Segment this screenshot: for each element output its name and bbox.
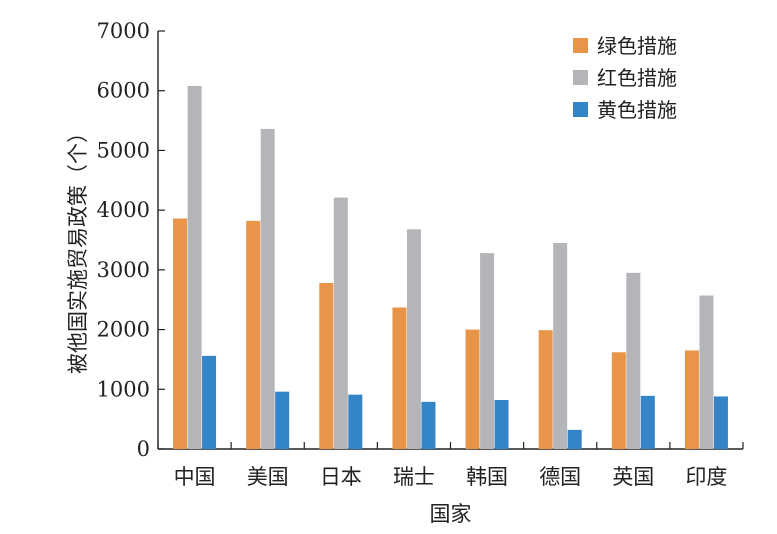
x-tick-label: 瑞士	[393, 465, 435, 489]
bars	[173, 85, 728, 450]
bar	[348, 394, 363, 449]
y-tick-label: 1000	[97, 377, 150, 401]
y-tick-label: 2000	[97, 318, 150, 342]
x-tick-label: 印度	[685, 465, 727, 489]
y-tick-label: 4000	[97, 198, 150, 222]
bar	[319, 282, 334, 449]
legend-swatch	[573, 102, 588, 117]
x-tick-label: 韩国	[466, 465, 508, 489]
x-tick-label: 美国	[247, 465, 289, 489]
bar	[187, 85, 202, 450]
bar	[611, 352, 626, 449]
bar	[494, 400, 509, 449]
legend-swatch	[573, 38, 588, 53]
legend-label: 红色措施	[597, 66, 677, 90]
legend-label: 绿色措施	[597, 34, 677, 58]
bar	[246, 220, 261, 449]
bar	[699, 295, 714, 449]
bar	[465, 329, 480, 449]
y-tick-label: 6000	[97, 79, 150, 103]
y-axis: 0 1000 2000 3000 4000 5000 6000 7000	[97, 19, 165, 461]
bar	[553, 242, 568, 449]
bar	[684, 350, 699, 449]
bar	[392, 307, 407, 449]
legend-swatch	[573, 70, 588, 85]
y-tick-label: 3000	[97, 258, 150, 282]
x-tick-label: 中国	[174, 465, 216, 489]
bar	[567, 429, 582, 449]
legend-label: 黄色措施	[597, 98, 677, 122]
bar	[480, 253, 495, 449]
y-tick-label: 7000	[97, 19, 150, 43]
bar	[406, 229, 421, 449]
y-axis-title: 被他国实施贸易政策（个）	[66, 122, 90, 374]
bar	[173, 218, 188, 449]
bar	[202, 355, 217, 449]
y-tick-label: 0	[137, 437, 150, 461]
bar	[713, 396, 728, 449]
x-axis-title: 国家	[430, 502, 472, 526]
x-tick-label: 日本	[320, 465, 362, 489]
bar	[538, 330, 553, 449]
bar	[421, 401, 436, 449]
bar	[333, 197, 348, 449]
bar	[640, 395, 655, 449]
x-tick-label: 德国	[539, 465, 581, 489]
bar	[275, 391, 290, 449]
bar	[626, 272, 641, 449]
x-tick-label: 英国	[612, 465, 654, 489]
bar	[260, 128, 275, 449]
y-tick-label: 5000	[97, 138, 150, 162]
x-axis: 中国 美国 日本 瑞士 韩国 德国 英国 印度	[157, 442, 744, 489]
